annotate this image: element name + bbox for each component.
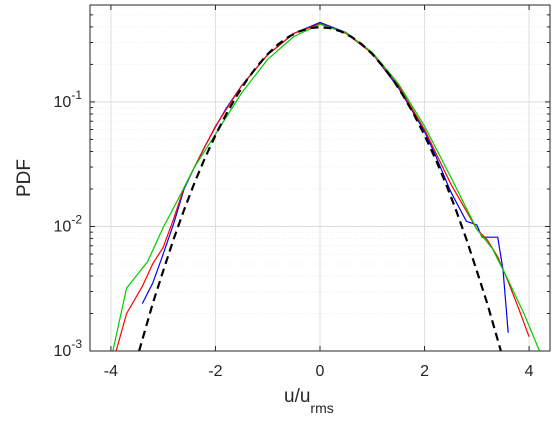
x-axis-label-sub: rms xyxy=(310,400,333,416)
y-tick-label: 10-3 xyxy=(54,337,83,360)
series-line-4 xyxy=(138,26,502,351)
grid xyxy=(90,5,550,352)
x-axis-label-main: u/u xyxy=(284,386,310,407)
y-tick-label: 10-1 xyxy=(54,88,83,111)
y-tick-label-exponent: -2 xyxy=(71,212,82,226)
x-tick-label: 0 xyxy=(316,363,325,380)
y-axis-label: PDF xyxy=(14,159,35,197)
series-line-3 xyxy=(112,23,541,351)
y-tick-label: 10-2 xyxy=(54,212,83,235)
x-tick-label: 4 xyxy=(525,363,534,380)
axis-ticks: -4 -2 0 2 410-310-210-1 xyxy=(54,5,550,380)
x-tick-label: 2 xyxy=(420,363,429,380)
x-tick-label: -4 xyxy=(104,363,118,380)
y-tick-label-exponent: -1 xyxy=(71,88,82,102)
x-tick-label: -2 xyxy=(208,363,222,380)
y-tick-label-base: 10 xyxy=(54,343,72,360)
y-tick-label-base: 10 xyxy=(54,218,72,235)
y-tick-label-base: 10 xyxy=(54,94,72,111)
series-line-2 xyxy=(115,23,530,351)
y-tick-label-exponent: -3 xyxy=(71,337,82,351)
x-axis-label: u/urms xyxy=(284,386,334,416)
